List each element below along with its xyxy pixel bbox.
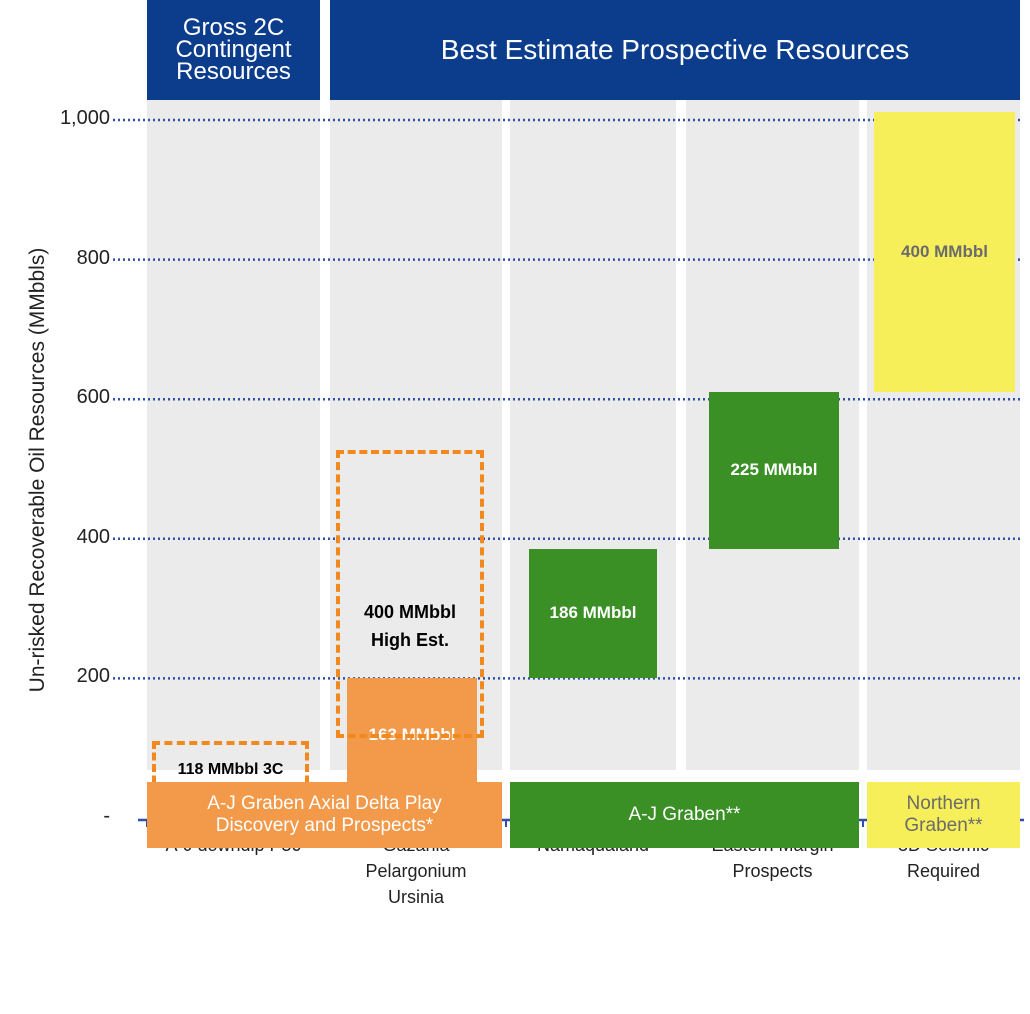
y-tick-label-800: 800 <box>76 246 110 269</box>
bar-label-3: 225 MMbbl <box>730 460 818 480</box>
y-tick-label-600: 600 <box>76 386 110 409</box>
play-band-northern-graben: Northern Graben** <box>867 782 1020 848</box>
y-tick-label-400: 400 <box>76 525 110 548</box>
play-band-northern-graben-line-1: Northern <box>906 793 981 814</box>
bar-3: 225 MMbbl <box>709 391 839 549</box>
bar-label-2: 186 MMbbl <box>549 603 637 623</box>
header-contingent-resources: Gross 2C Contingent Resources <box>147 0 320 100</box>
header-contingent-line-2: Contingent <box>175 36 292 63</box>
column-background-2 <box>330 100 502 770</box>
play-band-aj-graben: A-J Graben** <box>510 782 859 848</box>
header-contingent-line-1: Gross 2C <box>182 14 285 41</box>
y-tick-label-0: - <box>103 805 110 827</box>
play-band-axial-delta: A-J Graben Axial Delta Play Discovery an… <box>147 782 502 848</box>
y-tick-label-200: 200 <box>76 665 110 688</box>
bar-2: 186 MMbbl <box>529 548 657 679</box>
header-contingent-line-3: Resources <box>176 58 291 85</box>
bar-label-4: 400 MMbbl <box>901 241 988 261</box>
play-band-northern-graben-line-2: Graben** <box>904 815 983 836</box>
column-background-1 <box>147 100 320 770</box>
play-band-axial-delta-line-1: A-J Graben Axial Delta Play <box>207 793 442 814</box>
y-tick-label-1000: 1,000 <box>59 107 110 129</box>
play-band-axial-delta-line-2: Discovery and Prospects* <box>215 815 434 836</box>
high-estimate-outline-1 <box>336 450 484 738</box>
high-estimate-label-0: 118 MMbbl 3C <box>177 761 284 779</box>
high-estimate-label-1: 400 MMbbl High Est. <box>363 602 456 650</box>
play-band-aj-graben-line-1: A-J Graben** <box>628 804 741 825</box>
header-prospective-resources: Best Estimate Prospective Resources <box>330 0 1020 100</box>
bar-4: 400 MMbbl <box>874 112 1015 392</box>
